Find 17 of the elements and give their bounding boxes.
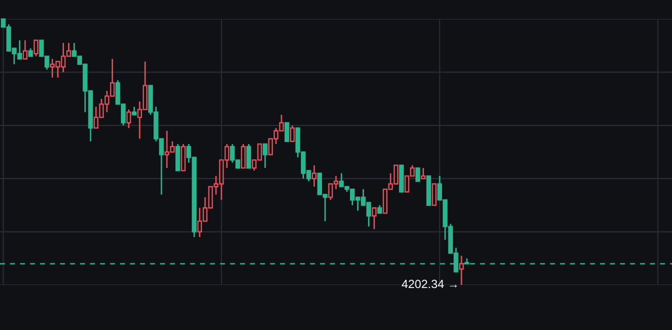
candlestick <box>290 124 295 142</box>
candlestick <box>240 143 246 169</box>
candlestick <box>432 183 437 206</box>
candlestick <box>126 108 132 129</box>
candlestick <box>459 255 464 286</box>
candlestick <box>262 143 268 169</box>
candlestick <box>175 143 180 172</box>
candlestick <box>246 143 252 169</box>
candlestick <box>420 167 426 180</box>
candlestick <box>312 164 317 188</box>
candlestick <box>415 167 420 182</box>
annotation: 4202.34 → <box>402 280 457 288</box>
candlestick <box>284 122 290 142</box>
candlestick <box>180 143 186 172</box>
candlestick <box>34 40 38 57</box>
candlestick <box>372 207 377 230</box>
candlestick <box>22 40 28 60</box>
